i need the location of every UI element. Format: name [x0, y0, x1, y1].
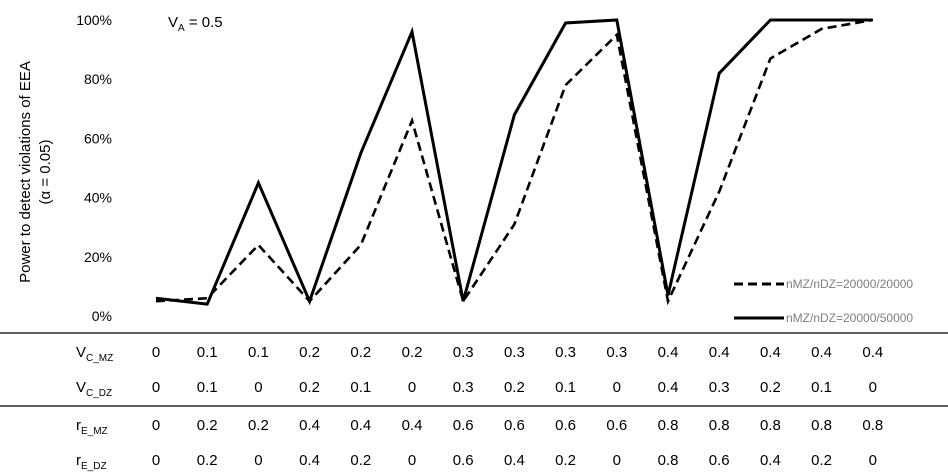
table-cell: 0.2 — [811, 452, 832, 469]
y-axis-title-line2: (α = 0.05) — [37, 140, 54, 205]
table-cell: 0.6 — [709, 452, 730, 469]
series-line-2 — [155, 18, 873, 306]
table-cell: 0 — [254, 452, 262, 469]
legend-label-2: nMZ/nDZ=20000/50000 — [786, 311, 913, 325]
table-cell: 0.4 — [350, 417, 371, 434]
table-row-label: rE_MZ — [76, 417, 108, 437]
table-cell: 0.4 — [658, 344, 679, 361]
table-cell: 0.3 — [606, 344, 627, 361]
table-cell: 0.2 — [402, 344, 423, 361]
table-cell: 0 — [869, 379, 877, 396]
y-tick-label: 0% — [92, 308, 112, 324]
y-tick-label: 100% — [76, 12, 112, 28]
table-cell: 0.3 — [453, 344, 474, 361]
table-cell: 0.1 — [197, 379, 218, 396]
table-cell: 0.6 — [453, 417, 474, 434]
series-line-1 — [155, 18, 874, 306]
y-tick-label: 20% — [84, 249, 112, 265]
y-tick-label: 80% — [84, 71, 112, 87]
table-cell: 0 — [152, 452, 160, 469]
table-cell: 0.4 — [760, 452, 781, 469]
table-cell: 0.1 — [248, 344, 269, 361]
table-row-label: rE_DZ — [76, 452, 107, 472]
table-cell: 0.1 — [811, 379, 832, 396]
table-cell: 0.6 — [504, 417, 525, 434]
table-cell: 0.6 — [606, 417, 627, 434]
table-dividers — [0, 332, 948, 407]
table-cell: 0.2 — [760, 379, 781, 396]
table-cell: 0 — [869, 452, 877, 469]
va-annotation-text: VA = 0.5 — [168, 14, 223, 34]
table-cell: 0.4 — [811, 344, 832, 361]
table-cell: 0.4 — [709, 344, 730, 361]
table-cell: 0 — [152, 344, 160, 361]
table-cell: 0.4 — [760, 344, 781, 361]
y-tick-label: 60% — [84, 130, 112, 146]
table-cell: 0.8 — [709, 417, 730, 434]
table-cell: 0.3 — [709, 379, 730, 396]
table-row-label: VC_MZ — [76, 344, 113, 364]
legend: nMZ/nDZ=20000/20000 nMZ/nDZ=20000/50000 — [734, 277, 913, 325]
table-cell: 0.3 — [504, 344, 525, 361]
table-cell: 0.1 — [350, 379, 371, 396]
table-cell: 0 — [613, 452, 621, 469]
table-cell: 0 — [613, 379, 621, 396]
table-cell: 0 — [254, 379, 262, 396]
table-cell: 0.4 — [658, 379, 679, 396]
table-cell: 0.4 — [504, 452, 525, 469]
table-cell: 0 — [152, 379, 160, 396]
y-axis-title: Power to detect violations of EEA (α = 0… — [17, 61, 54, 283]
table-cell: 0 — [408, 379, 416, 396]
table-cell: 0.4 — [402, 417, 423, 434]
table-cell: 0.2 — [299, 379, 320, 396]
legend-label-1: nMZ/nDZ=20000/20000 — [786, 277, 913, 291]
table-cell: 0.8 — [658, 417, 679, 434]
table-cell: 0.4 — [299, 417, 320, 434]
plot-lines — [155, 18, 874, 306]
table-cell: 0.1 — [197, 344, 218, 361]
table-cell: 0.2 — [197, 417, 218, 434]
table-cell: 0.2 — [197, 452, 218, 469]
table-cell: 0.2 — [299, 344, 320, 361]
table-cell: 0.8 — [862, 417, 883, 434]
table-cell: 0.6 — [453, 452, 474, 469]
table-cell: 0.2 — [504, 379, 525, 396]
table-cell: 0.4 — [299, 452, 320, 469]
parameter-table: VC_MZ 0 0.1 0.1 0.2 0.2 0.2 0.3 0.3 0.3 0.3 0.4 0.4 0… — [76, 344, 883, 472]
y-tick-label: 40% — [84, 190, 112, 206]
y-tick-labels: 0% 20% 40% 60% 80% 100% — [76, 12, 112, 324]
va-annotation: VA = 0.5 — [168, 14, 223, 34]
table-cell: 0.8 — [811, 417, 832, 434]
table-cell: 0.2 — [350, 452, 371, 469]
table-cell: 0.2 — [350, 344, 371, 361]
table-cell: 0.4 — [862, 344, 883, 361]
table-cell: 0.8 — [658, 452, 679, 469]
table-row-label: VC_DZ — [76, 379, 112, 399]
table-cell: 0.8 — [760, 417, 781, 434]
table-cell: 0 — [152, 417, 160, 434]
table-cell: 0 — [408, 452, 416, 469]
table-cell: 0.6 — [555, 417, 576, 434]
table-cell: 0.3 — [453, 379, 474, 396]
table-cell: 0.3 — [555, 344, 576, 361]
y-axis-title-line1: Power to detect violations of EEA — [17, 61, 34, 283]
table-cell: 0.2 — [555, 452, 576, 469]
table-cell: 0.2 — [248, 417, 269, 434]
table-cell: 0.1 — [555, 379, 576, 396]
